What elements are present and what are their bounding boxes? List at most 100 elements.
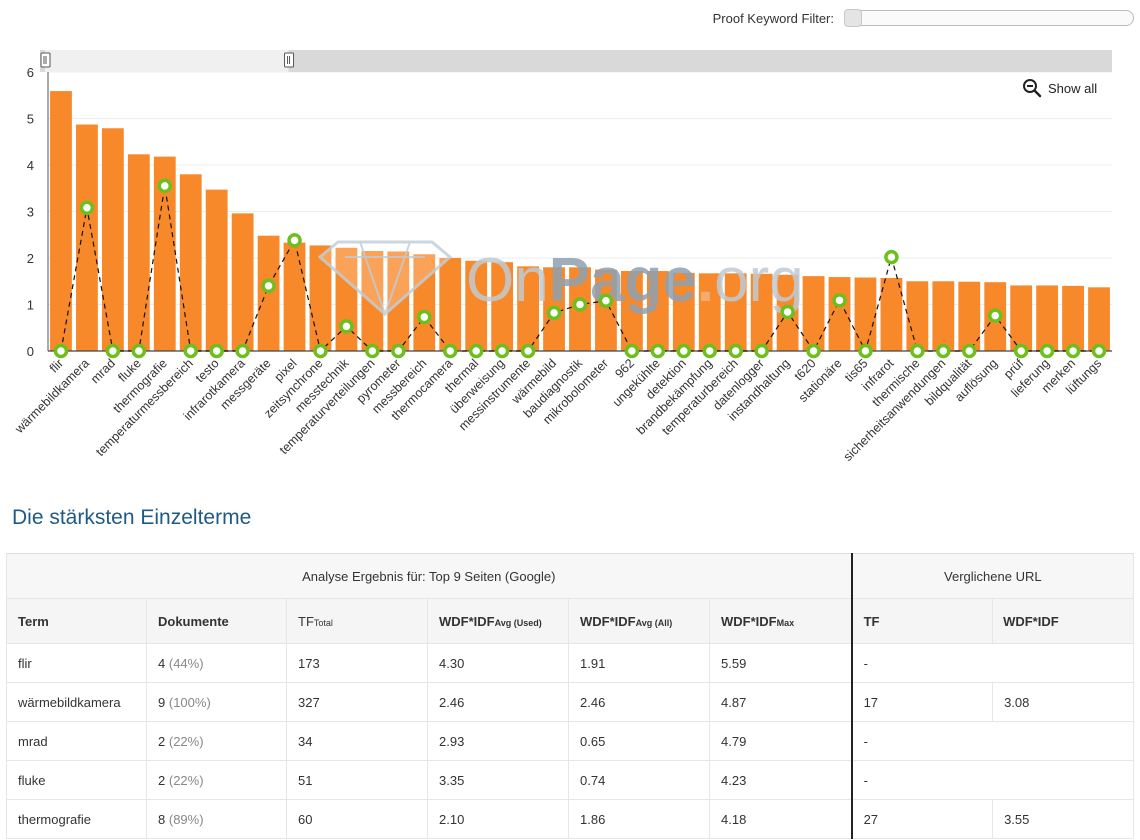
- range-selector-track: [40, 50, 1112, 72]
- section-title: Die stärksten Einzelterme: [12, 506, 252, 529]
- cell-avg-all: 1.86: [568, 799, 710, 839]
- cell-wdf: 3.08: [992, 682, 1135, 722]
- cell-avg-all: 2.46: [568, 682, 710, 722]
- line-point: [728, 343, 743, 359]
- line-point: [442, 343, 458, 359]
- bar: [1088, 287, 1110, 351]
- y-tick-label: 0: [27, 344, 34, 359]
- y-tick-label: 6: [27, 65, 34, 80]
- bar: [1010, 285, 1033, 351]
- cell-avg-all: 1.91: [568, 643, 710, 683]
- cell-docs: 8 (89%): [146, 799, 287, 839]
- line-point: [702, 343, 718, 359]
- bar: [724, 273, 747, 351]
- diamond-facets: [345, 241, 425, 318]
- cell-max: 4.18: [708, 799, 853, 839]
- cell-max: 4.23: [708, 760, 853, 800]
- col-tf: TF: [850, 598, 994, 644]
- keyword-filter-thumb[interactable]: [844, 9, 862, 27]
- line-point: [391, 343, 406, 359]
- y-tick-label: 3: [27, 205, 34, 220]
- bar: [205, 189, 228, 351]
- show-all-label: Show all: [1048, 80, 1098, 96]
- watermark-text: OnPage.org: [466, 246, 804, 315]
- line-point: [780, 304, 795, 320]
- bar: [802, 276, 825, 351]
- bar: [880, 277, 903, 351]
- cell-term: mrad: [6, 721, 147, 761]
- bar: [439, 258, 462, 351]
- line-point: [339, 319, 354, 334]
- bar: [517, 266, 539, 351]
- line-point: [1065, 343, 1081, 359]
- x-tick-label: flir: [47, 356, 66, 375]
- bar: [153, 156, 176, 351]
- table-row: thermografie 8 (89%) 60 2.10 1.86 4.18 27 3.55: [6, 799, 1135, 839]
- keyword-filter-label: Proof Keyword Filter:: [712, 10, 834, 26]
- col-term: Term: [6, 598, 147, 644]
- line-point: [754, 343, 769, 359]
- line-point: [235, 343, 250, 359]
- bar: [413, 254, 436, 351]
- bar: [491, 262, 514, 351]
- line-point: [287, 233, 302, 248]
- table-row: flir 4 (44%) 173 4.30 1.91 5.59-: [6, 643, 1135, 683]
- table-row: mrad 2 (22%) 34 2.93 0.65 4.79-: [6, 721, 1135, 761]
- line-point: [53, 343, 69, 359]
- line-point: [832, 293, 847, 308]
- line-point: [157, 178, 173, 194]
- cell-max: 4.79: [708, 721, 853, 761]
- cell-docs: 2 (22%): [146, 760, 287, 800]
- cell-tf: 27: [850, 799, 994, 839]
- diamond-icon: [317, 240, 453, 316]
- cell-term: flir: [6, 643, 147, 683]
- bar: [127, 154, 150, 351]
- cell-tf: -: [850, 721, 1135, 761]
- line-point: [624, 343, 640, 359]
- bar: [595, 269, 617, 351]
- cell-avg-used: 4.30: [427, 643, 569, 683]
- bar: [958, 281, 981, 351]
- y-tick-label: 2: [27, 251, 34, 266]
- cell-docs: 9 (100%): [146, 682, 287, 722]
- line-point: [546, 305, 562, 321]
- col-wdf-max: WDF*IDFMax: [708, 598, 853, 644]
- bar: [672, 272, 695, 351]
- bar: [854, 277, 877, 351]
- bar: [465, 260, 488, 351]
- cell-tf-total: 60: [286, 799, 428, 839]
- col-wdf-avg-all: WDF*IDFAvg (All): [568, 598, 710, 644]
- cell-avg-used: 2.10: [427, 799, 569, 839]
- col-wdf: WDF*IDF: [992, 598, 1135, 644]
- cell-term: wärmebildkamera: [6, 682, 147, 722]
- bar: [179, 174, 202, 351]
- line-point: [884, 249, 899, 265]
- group-analysis-header: Analyse Ergebnis für: Top 9 Seiten (Goog…: [5, 553, 853, 599]
- line-point: [468, 343, 484, 359]
- x-tick-label: mrad: [88, 356, 118, 386]
- keyword-filter-slider[interactable]: [844, 9, 1134, 27]
- table-column-header: Term Dokumente TFTotal WDF*IDFAvg (Used)…: [6, 598, 1135, 644]
- cell-term: fluke: [6, 760, 147, 800]
- show-all-button[interactable]: Show all: [1022, 78, 1097, 98]
- line-point: [417, 309, 432, 325]
- col-wdf-avg-used: WDF*IDFAvg (Used): [427, 598, 569, 644]
- cell-tf-total: 51: [286, 760, 428, 800]
- cell-tf-total: 327: [286, 682, 428, 722]
- line-point: [936, 343, 951, 359]
- bar: [750, 273, 773, 351]
- y-tick-label: 5: [27, 112, 34, 127]
- line-point: [183, 343, 198, 359]
- line-point: [209, 343, 224, 359]
- table-row: fluke 2 (22%) 51 3.35 0.74 4.23-: [6, 760, 1135, 800]
- line-point: [806, 343, 821, 359]
- y-tick-label: 4: [27, 158, 34, 173]
- bar: [76, 124, 98, 351]
- keyword-filter: Proof Keyword Filter:: [712, 9, 1134, 27]
- cell-tf: -: [850, 643, 1135, 683]
- line-point: [105, 343, 121, 359]
- line-point: [131, 343, 147, 359]
- line-point: [1013, 343, 1029, 359]
- cell-avg-used: 2.46: [427, 682, 569, 722]
- group-compare-header: Verglichene URL: [850, 553, 1135, 599]
